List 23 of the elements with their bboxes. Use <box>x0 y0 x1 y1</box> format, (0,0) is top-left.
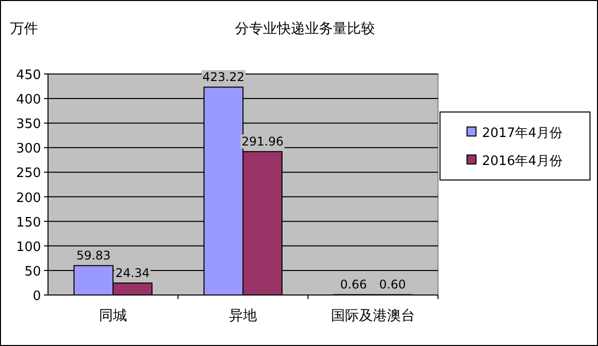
x-tick-label: 异地 <box>229 308 257 324</box>
text: 0.66 <box>340 278 367 292</box>
y-tick-label: 50 <box>24 264 41 280</box>
y-axis-title: 万件 <box>10 21 38 37</box>
text: 291.96 <box>242 134 284 149</box>
legend-label: 2017年4月份 <box>482 126 562 141</box>
y-tick-label: 300 <box>16 142 41 157</box>
y-tick-label: 400 <box>16 92 41 108</box>
text: 24.34 <box>115 266 150 280</box>
y-tick-label: 350 <box>16 117 41 132</box>
y-tick-label: 250 <box>16 166 41 182</box>
chart-title: 分专业快递业务量比较 <box>235 21 375 37</box>
x-tick-label: 国际及港澳台 <box>331 308 415 324</box>
text: 59.83 <box>76 248 111 263</box>
legend-label: 2016年4月份 <box>482 154 562 169</box>
y-tick-label: 0 <box>32 289 41 304</box>
y-tick-label: 150 <box>16 215 41 230</box>
x-tick-label: 同城 <box>99 308 127 324</box>
y-tick-label: 450 <box>16 68 41 83</box>
y-tick-label: 100 <box>16 240 41 255</box>
y-tick-label: 200 <box>16 190 41 206</box>
text: 0.60 <box>379 278 406 292</box>
text: 423.22 <box>202 70 244 84</box>
